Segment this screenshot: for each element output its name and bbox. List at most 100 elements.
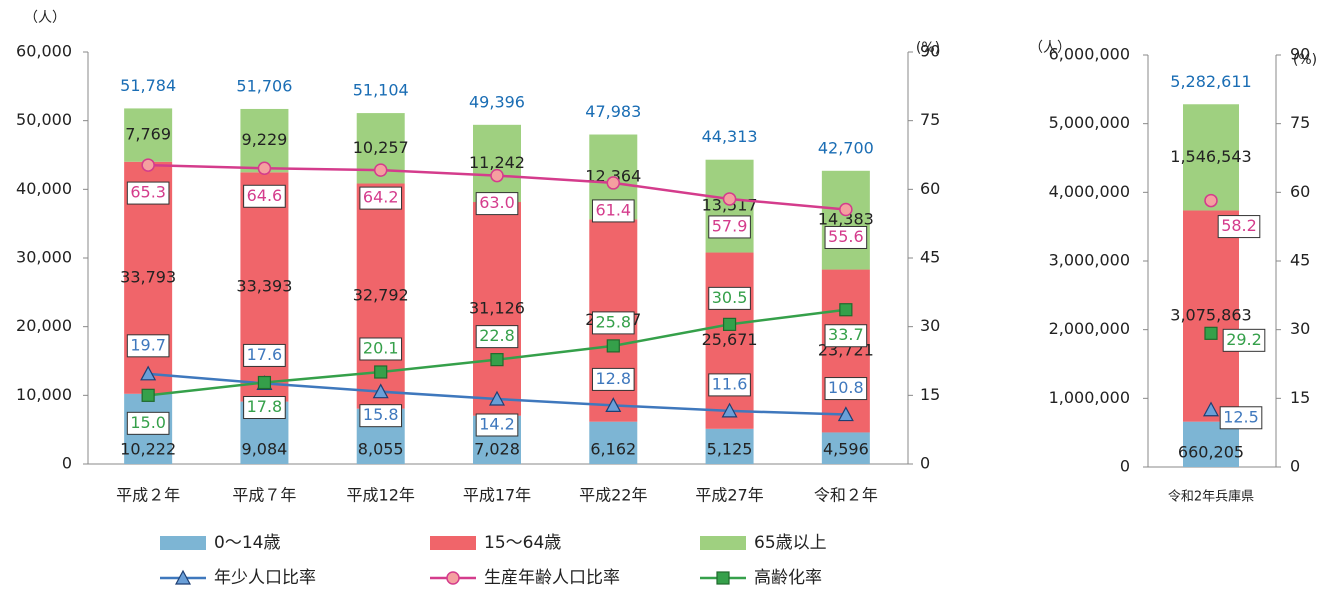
value-label-box [475,192,519,216]
line-marker [490,353,504,367]
value-label-box [359,337,403,361]
total-label: 47,983 [585,102,641,121]
bar-value-label: 9,084 [242,440,288,459]
bar-segment [705,428,754,464]
line-value-label: 58.2 [1221,216,1257,235]
bar-segment [705,252,754,429]
line-marker [1204,326,1218,340]
line-marker [488,390,506,406]
total-label: 51,104 [353,81,409,100]
legend-label: 高齢化率 [754,568,822,588]
y2-tick-label: 45 [1290,251,1310,270]
value-label-box [1219,406,1263,430]
line-marker [606,176,621,190]
y2-tick-label: 75 [1290,113,1310,132]
value-label-box [824,324,868,348]
bar-value-label: 14,383 [818,210,874,229]
y-tick-label: 30,000 [16,248,72,267]
bar-segment [821,170,870,270]
y2-tick-label: 60 [1290,182,1310,201]
x-tick-label: 平成７年 [232,486,296,505]
legend-swatch [700,536,746,550]
value-label-box [591,311,635,335]
bar-value-label: 7,769 [125,125,171,144]
y-tick-label: 4,000,000 [1049,182,1130,201]
line-value-label: 17.8 [247,397,283,416]
value-label-box [126,181,170,205]
y-tick-label: 10,000 [16,385,72,404]
bar-segment [821,432,870,464]
y-tick-label: 3,000,000 [1049,251,1130,270]
bar-value-label: 9,229 [242,130,288,149]
line-marker [1202,401,1220,417]
total-label: 5,282,611 [1170,72,1251,91]
line-marker [721,402,738,418]
line-value-label: 15.8 [363,405,399,424]
x-tick-label: 平成２年 [116,486,180,505]
line-marker [837,406,854,422]
value-label-box [359,186,403,210]
value-label-box [243,343,286,367]
bar-value-label: 33,393 [236,276,292,295]
y2-tick-label: 15 [920,385,940,404]
line-value-label: 29.2 [1226,330,1262,349]
bar-value-label: 33,793 [120,267,176,286]
bar-segment [473,124,521,203]
line-value-label: 12.5 [1223,407,1259,426]
y2-tick-label: 0 [1290,457,1300,476]
value-label-box [475,325,519,349]
bar-segment [473,202,521,416]
legend-label: 65歳以上 [754,533,827,553]
line-value-label: 64.2 [363,188,399,207]
bar-value-label: 660,205 [1178,443,1244,462]
y-tick-label: 6,000,000 [1049,45,1130,64]
y2-tick-label: 45 [920,248,940,267]
bar-segment [1183,104,1239,211]
value-label-box [126,411,170,435]
bar-value-label: 5,125 [707,440,753,459]
line-marker [141,158,155,172]
value-label-box [824,225,868,249]
legend-label: 0～14歳 [214,533,280,553]
line-marker [374,365,388,379]
line-marker [722,192,737,206]
x-tick-label: 平成22年 [579,486,647,505]
line-value-label: 15.0 [130,413,166,432]
line-value-label: 22.8 [479,326,515,345]
line-marker [490,168,504,183]
total-label: 51,706 [236,76,292,95]
line-marker [606,339,620,353]
line-marker [257,375,272,390]
y-tick-label: 20,000 [16,316,72,335]
line-value-label: 61.4 [595,200,631,219]
y-tick-label: 5,000,000 [1049,113,1130,132]
y2-tick-label: 30 [920,316,940,335]
line-value-label: 65.3 [130,183,166,202]
x-tick-label: 令和２年 [814,486,878,505]
legend-swatch [430,536,476,550]
value-label-box [1222,328,1266,352]
y-tick-label: 50,000 [16,110,72,129]
bar-value-label: 4,596 [823,440,869,459]
line-value-label: 55.6 [828,227,864,246]
x-tick-label: 令和2年兵庫県 [1168,490,1254,505]
line-marker [141,388,155,402]
y-tick-label: 0 [1120,457,1130,476]
value-label-box [591,367,635,391]
y2-tick-label: 30 [1290,319,1310,338]
bar-value-label: 32,792 [353,286,409,305]
value-label-box [475,413,519,437]
x-tick-label: 平成17年 [463,486,531,505]
line-value-label: 12.8 [595,369,631,388]
line-marker [839,202,853,217]
value-label-box [243,396,286,420]
line-value-label: 64.6 [247,186,283,205]
legend-marker [446,571,460,585]
value-label-box [708,373,751,397]
line-marker [722,317,737,331]
value-label-box [359,404,403,428]
y2-axis-label: (%) [1293,52,1317,68]
line-marker [373,163,388,177]
x-tick-label: 平成27年 [695,486,763,505]
bar-value-label: 10,257 [353,138,409,157]
